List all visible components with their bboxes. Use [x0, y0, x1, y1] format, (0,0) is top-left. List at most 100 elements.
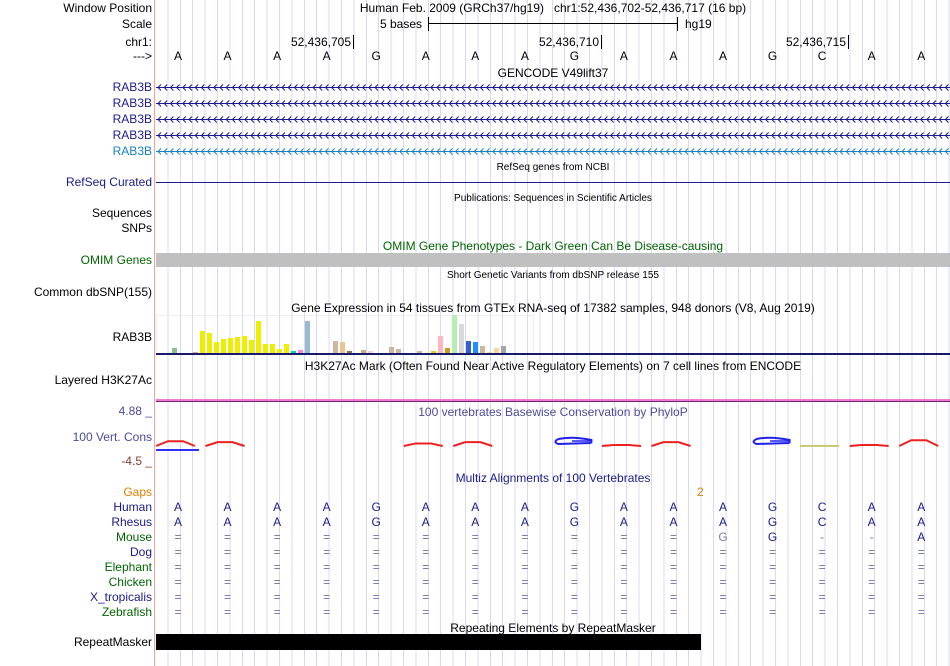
- gene-label[interactable]: RAB3B: [112, 112, 152, 126]
- gtex-tissue-bar[interactable]: [487, 351, 492, 353]
- gtex-tissue-bar[interactable]: [172, 347, 177, 353]
- gtex-tissue-bar[interactable]: [214, 341, 219, 353]
- gtex-tissue-bar[interactable]: [263, 343, 268, 353]
- gtex-tissue-bar[interactable]: [438, 335, 443, 353]
- repeat-element-bar[interactable]: [156, 634, 701, 650]
- aligned-base: =: [273, 545, 281, 559]
- gtex-tissue-bar[interactable]: [368, 351, 373, 353]
- aligned-base: -: [820, 530, 825, 544]
- gencode-title[interactable]: GENCODE V49lift37: [497, 66, 609, 80]
- dbsnp-label[interactable]: Common dbSNP(155): [33, 285, 152, 299]
- refseq-label[interactable]: RefSeq Curated: [65, 175, 152, 189]
- gtex-tissue-bar[interactable]: [396, 348, 401, 353]
- gtex-tissue-bar[interactable]: [242, 335, 247, 353]
- gene-model[interactable]: [156, 83, 950, 92]
- gaps-label: Gaps: [123, 485, 152, 499]
- gtex-tissue-bar[interactable]: [249, 339, 254, 353]
- aligned-base: G: [767, 500, 778, 514]
- aligned-base: =: [372, 575, 380, 589]
- species-label[interactable]: Mouse: [115, 530, 152, 544]
- aligned-base: =: [471, 530, 479, 544]
- gtex-tissue-bar[interactable]: [494, 347, 499, 353]
- gtex-title[interactable]: Gene Expression in 54 tissues from GTEx …: [291, 301, 815, 315]
- refseq-title[interactable]: RefSeq genes from NCBI: [496, 162, 610, 173]
- omim-title[interactable]: OMIM Gene Phenotypes - Dark Green Can Be…: [382, 239, 724, 253]
- species-label[interactable]: X_tropicalis: [89, 590, 152, 604]
- gene-model[interactable]: [156, 147, 950, 156]
- h3k27ac-title[interactable]: H3K27Ac Mark (Often Found Near Active Re…: [304, 359, 802, 373]
- sequence-base: G: [371, 49, 381, 63]
- aligned-base: G: [767, 515, 778, 529]
- gtex-tissue-bar[interactable]: [256, 321, 261, 353]
- gtex-tissue-bar[interactable]: [347, 350, 352, 353]
- species-label[interactable]: Chicken: [108, 575, 152, 589]
- gtex-tissue-bar[interactable]: [480, 345, 485, 353]
- gene-label[interactable]: RAB3B: [112, 144, 152, 158]
- gtex-tissue-bar[interactable]: [193, 352, 198, 353]
- gene-label[interactable]: RAB3B: [112, 80, 152, 94]
- publications-title[interactable]: Publications: Sequences in Scientific Ar…: [454, 193, 652, 204]
- gtex-tissue-bar[interactable]: [298, 349, 303, 353]
- gene-label[interactable]: RAB3B: [112, 96, 152, 110]
- species-label[interactable]: Dog: [129, 545, 152, 559]
- species-label[interactable]: Human: [113, 500, 152, 514]
- gtex-tissue-bar[interactable]: [431, 350, 436, 353]
- gene-model[interactable]: [156, 115, 950, 124]
- sequence-base: A: [619, 49, 628, 63]
- omim-gene-bar[interactable]: [156, 253, 950, 267]
- repeatmasker-label[interactable]: RepeatMasker: [73, 635, 152, 649]
- gtex-tissue-bar[interactable]: [473, 341, 478, 353]
- gtex-tissue-bar[interactable]: [361, 349, 366, 353]
- aligned-base: =: [769, 560, 777, 574]
- gtex-tissue-bar[interactable]: [207, 333, 212, 353]
- gtex-tissue-bar[interactable]: [445, 347, 450, 353]
- h3k27ac-signal: [156, 399, 950, 401]
- aligned-base: A: [867, 515, 876, 529]
- gene-model[interactable]: [156, 131, 950, 140]
- omim-label[interactable]: OMIM Genes: [80, 253, 152, 267]
- gtex-tissue-bar[interactable]: [452, 315, 457, 353]
- aligned-base: =: [224, 560, 232, 574]
- gtex-tissue-bar[interactable]: [284, 343, 289, 353]
- gtex-tissue-bar[interactable]: [340, 341, 345, 353]
- gtex-tissue-bar[interactable]: [466, 340, 471, 353]
- gtex-tissue-bar[interactable]: [221, 338, 226, 353]
- species-label[interactable]: Rhesus: [111, 515, 152, 529]
- phylop-title[interactable]: 100 vertebrates Basewise Conservation by…: [418, 405, 688, 419]
- gtex-tissue-bar[interactable]: [417, 350, 422, 353]
- gtex-tissue-bar[interactable]: [291, 350, 296, 353]
- aligned-base: A: [619, 515, 628, 529]
- publications-snps-label[interactable]: SNPs: [121, 221, 152, 235]
- dbsnp-title[interactable]: Short Genetic Variants from dbSNP releas…: [447, 270, 659, 281]
- gtex-tissue-bar[interactable]: [200, 331, 205, 353]
- phylop-label[interactable]: 100 Vert. Cons: [72, 430, 152, 444]
- tick-715: 52,436,715: [786, 35, 849, 49]
- aligned-base: =: [570, 530, 578, 544]
- aligned-base: =: [224, 530, 232, 544]
- gtex-tissue-bar[interactable]: [235, 336, 240, 353]
- aligned-base: A: [520, 515, 529, 529]
- gtex-tissue-bar[interactable]: [333, 340, 338, 353]
- aligned-base: =: [471, 545, 479, 559]
- gtex-tissue-bar[interactable]: [459, 324, 464, 353]
- gtex-tissue-bar[interactable]: [389, 346, 394, 353]
- gtex-label[interactable]: RAB3B: [112, 330, 152, 344]
- multiz-title[interactable]: Multiz Alignments of 100 Vertebrates: [455, 471, 651, 485]
- gtex-tissue-bar[interactable]: [305, 321, 310, 353]
- gtex-tissue-bar[interactable]: [270, 343, 275, 353]
- publications-sequences-label[interactable]: Sequences: [91, 206, 152, 220]
- species-label[interactable]: Zebrafish: [101, 605, 152, 619]
- gtex-tissue-bar[interactable]: [501, 345, 506, 353]
- gtex-tissue-bar[interactable]: [228, 337, 233, 353]
- h3k27ac-baseline: [156, 401, 950, 402]
- refseq-line[interactable]: [156, 182, 950, 183]
- gene-label[interactable]: RAB3B: [112, 128, 152, 142]
- gtex-tissue-bar[interactable]: [277, 348, 282, 353]
- aligned-base: =: [868, 605, 876, 619]
- aligned-base: =: [422, 575, 430, 589]
- repeatmasker-title[interactable]: Repeating Elements by RepeatMasker: [450, 621, 656, 635]
- aligned-base: =: [917, 590, 925, 604]
- h3k27ac-label[interactable]: Layered H3K27Ac: [54, 373, 152, 387]
- species-label[interactable]: Elephant: [104, 560, 152, 574]
- gene-model[interactable]: [156, 99, 950, 108]
